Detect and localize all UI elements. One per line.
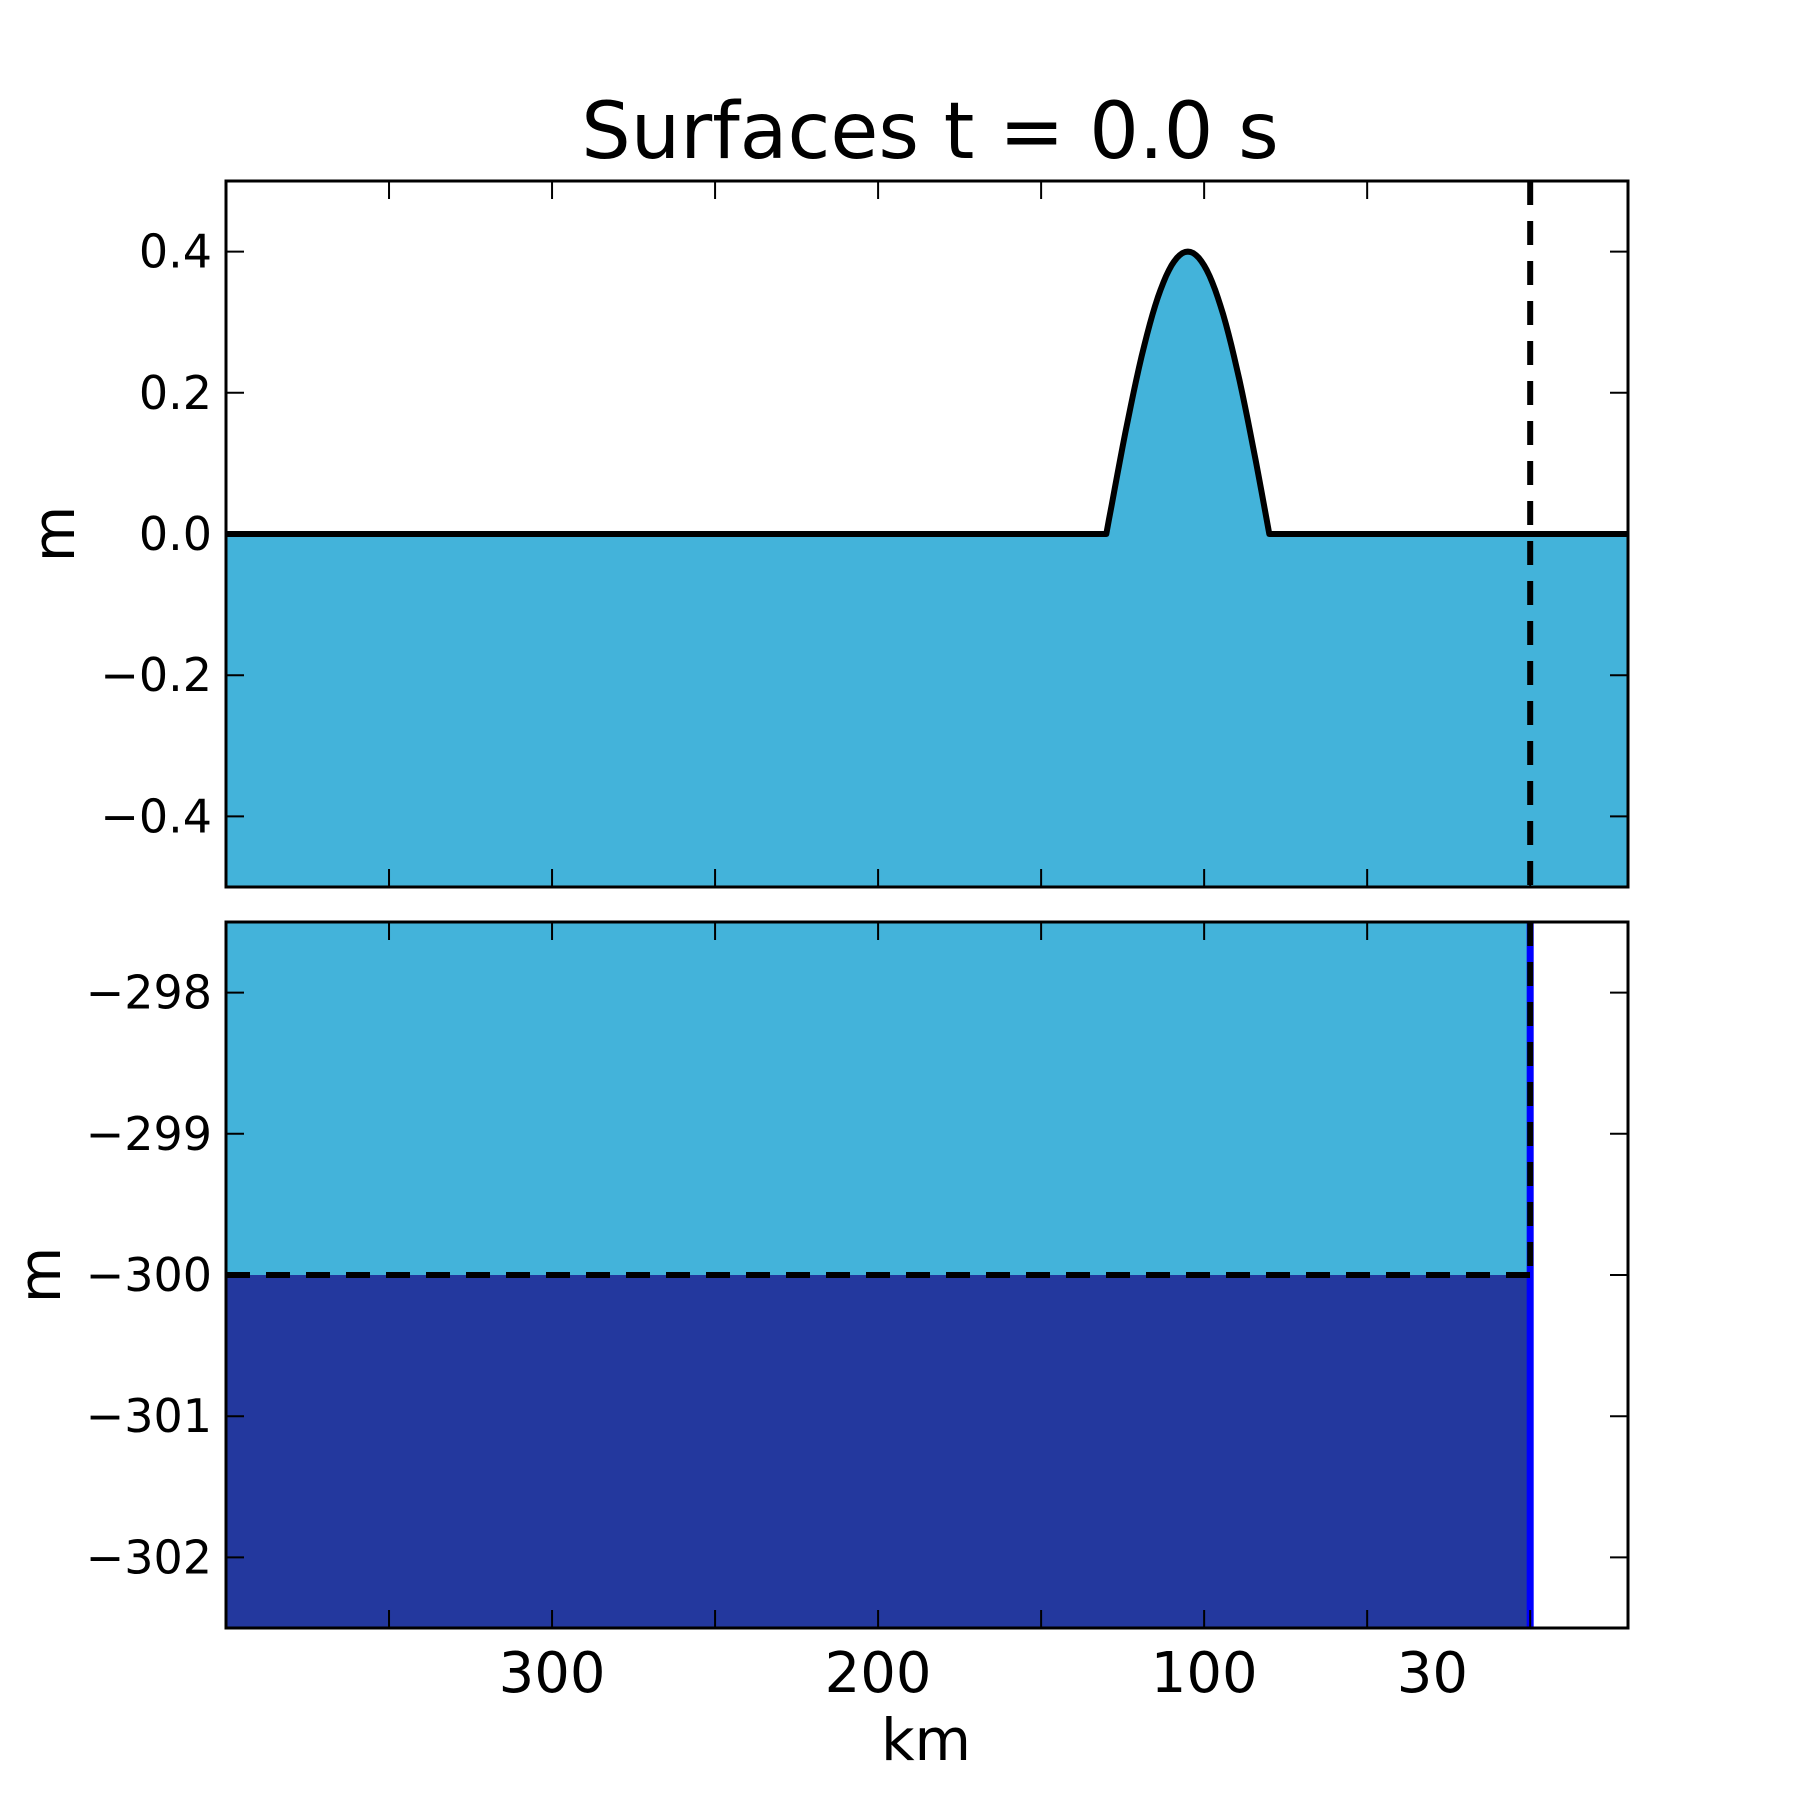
- bottom-axes-frame: [224, 920, 1630, 1630]
- bottom-tick-labels: −298 −299 −300 −301 −302: [86, 966, 212, 1585]
- x-tick-label: 300: [499, 1641, 606, 1706]
- bottom-ticks: [226, 922, 1628, 1628]
- chart-title: Surfaces t = 0.0 s: [581, 87, 1279, 177]
- top-y-tick-label: 0.2: [139, 366, 212, 420]
- top-ticks: [226, 181, 1628, 887]
- bottom-lower-layer-fill: [226, 1275, 1531, 1628]
- top-panel: 0.4 0.2 0.0 −0.2 −0.4 m: [20, 179, 1630, 889]
- top-y-tick-label: 0.0: [139, 507, 212, 561]
- x-tick-label: 100: [1151, 1641, 1258, 1706]
- bottom-y-tick-label: −299: [86, 1107, 212, 1161]
- top-y-tick-label: 0.4: [139, 225, 212, 279]
- x-tick-label: 30: [1397, 1641, 1468, 1706]
- bottom-y-axis-label: m: [6, 1247, 74, 1304]
- bottom-y-tick-label: −300: [86, 1248, 212, 1302]
- x-tick-labels: 300 200 100 30: [499, 1641, 1468, 1706]
- bottom-y-tick-label: −302: [86, 1530, 212, 1584]
- bottom-panel: −298 −299 −300 −301 −302 m: [6, 920, 1630, 1630]
- top-y-axis-label: m: [20, 506, 88, 563]
- bottom-y-tick-label: −301: [86, 1389, 212, 1443]
- bottom-water-fill: [226, 922, 1531, 1275]
- top-axes-frame: [224, 179, 1630, 889]
- top-tick-labels: 0.4 0.2 0.0 −0.2 −0.4: [100, 225, 212, 844]
- x-tick-label: 200: [825, 1641, 932, 1706]
- top-y-tick-label: −0.2: [100, 648, 212, 702]
- x-axis-label: km: [881, 1706, 971, 1774]
- top-surface-line: [226, 248, 1628, 537]
- bottom-y-tick-label: −298: [86, 966, 212, 1020]
- top-water-fill: [226, 251, 1628, 888]
- top-y-tick-label: −0.4: [100, 789, 212, 843]
